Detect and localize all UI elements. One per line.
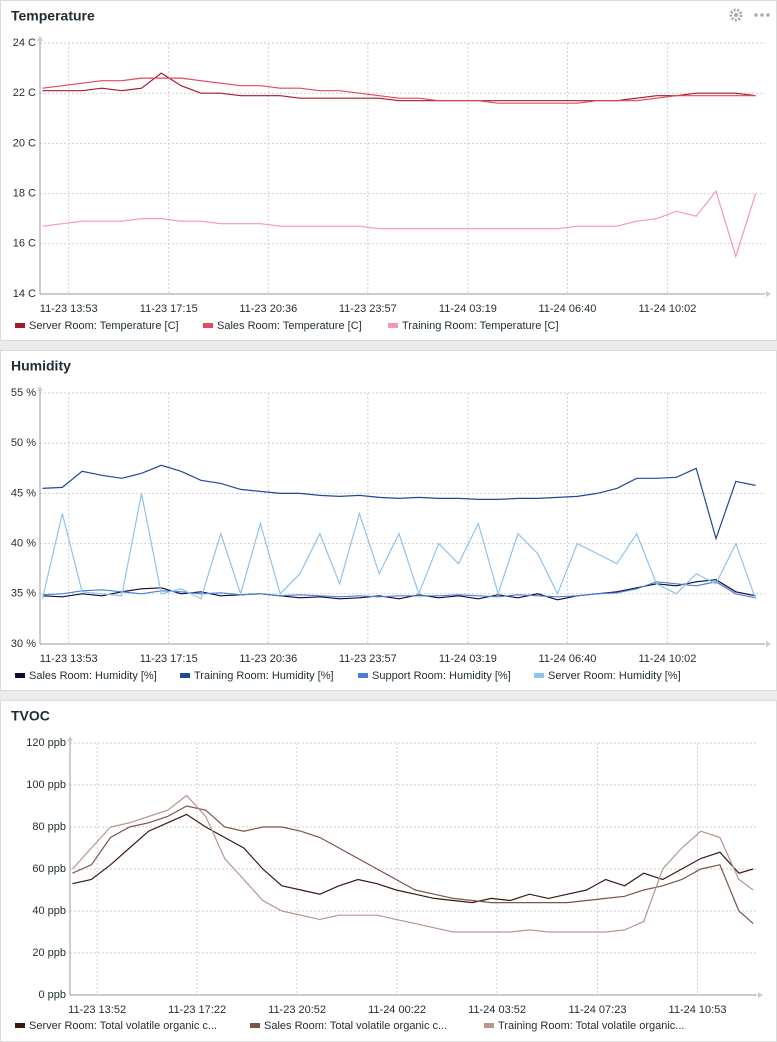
legend-label: Training Room: Humidity [%] (194, 670, 334, 682)
series-line (72, 813, 754, 904)
series-line (42, 579, 756, 601)
y-tick-label: 120 ppb (26, 737, 66, 749)
x-tick-label: 11-24 07:23 (569, 1004, 627, 1016)
y-tick-label: 60 ppb (32, 863, 66, 875)
y-tick-label: 16 C (13, 238, 36, 250)
legend-swatch (15, 323, 25, 328)
y-tick-label: 80 ppb (32, 821, 66, 833)
x-tick-label: 11-24 06:40 (538, 653, 596, 665)
y-tick-label: 45 % (11, 487, 36, 499)
y-tick-label: 35 % (11, 588, 36, 600)
x-tick-label: 11-24 03:52 (468, 1004, 526, 1016)
legend-label: Server Room: Temperature [C] (29, 320, 179, 332)
legend-label: Sales Room: Humidity [%] (29, 670, 157, 682)
settings-icon[interactable] (729, 8, 743, 22)
legend-label: Server Room: Humidity [%] (548, 670, 681, 682)
panel (0, 700, 777, 1042)
x-tick-label: 11-24 06:40 (538, 303, 596, 315)
chart-title: Temperature (11, 8, 95, 24)
legend-label: Server Room: Total volatile organic c... (29, 1020, 217, 1032)
legend-label: Sales Room: Temperature [C] (217, 320, 362, 332)
x-tick-label: 11-23 13:53 (40, 653, 98, 665)
legend-swatch (484, 1023, 494, 1028)
legend-label: Training Room: Temperature [C] (402, 320, 559, 332)
legend-swatch (388, 323, 398, 328)
y-tick-label: 20 ppb (32, 947, 66, 959)
y-tick-label: 0 ppb (38, 989, 66, 1001)
x-tick-label: 11-23 20:52 (268, 1004, 326, 1016)
series-line (42, 189, 757, 259)
legend-swatch (180, 673, 190, 678)
more-icon[interactable] (754, 13, 770, 17)
series-line (42, 464, 756, 541)
panel (0, 350, 777, 691)
x-tick-label: 11-24 03:19 (439, 303, 497, 315)
axis-arrow (766, 291, 771, 297)
y-tick-label: 24 C (13, 37, 36, 49)
x-tick-label: 11-23 23:57 (339, 303, 397, 315)
axis-arrow (37, 36, 43, 41)
panel (0, 0, 777, 341)
legend-swatch (203, 323, 213, 328)
x-tick-label: 11-23 13:53 (40, 303, 98, 315)
y-tick-label: 50 % (11, 437, 36, 449)
y-tick-label: 20 C (13, 137, 36, 149)
axis-arrow (67, 736, 73, 741)
y-tick-label: 40 % (11, 538, 36, 550)
legend-label: Sales Room: Total volatile organic c... (264, 1020, 447, 1032)
x-tick-label: 11-24 10:53 (669, 1004, 727, 1016)
x-tick-label: 11-23 20:36 (239, 653, 297, 665)
legend-swatch (15, 673, 25, 678)
x-tick-label: 11-24 00:22 (368, 1004, 426, 1016)
axis-arrow (758, 992, 763, 998)
y-tick-label: 14 C (13, 288, 36, 300)
axis-arrow (766, 641, 771, 647)
y-tick-label: 40 ppb (32, 905, 66, 917)
x-tick-label: 11-23 17:15 (140, 303, 198, 315)
y-tick-label: 100 ppb (26, 779, 66, 791)
x-tick-label: 11-23 23:57 (339, 653, 397, 665)
y-tick-label: 18 C (13, 188, 36, 200)
series-line (72, 805, 754, 925)
series-line (42, 72, 756, 102)
y-tick-label: 22 C (13, 87, 36, 99)
series-line (71, 794, 754, 933)
legend-swatch (250, 1023, 260, 1028)
legend-swatch (358, 673, 368, 678)
x-tick-label: 11-24 03:19 (439, 653, 497, 665)
legend-label: Support Room: Humidity [%] (372, 670, 511, 682)
y-tick-label: 55 % (11, 387, 36, 399)
x-tick-label: 11-23 17:15 (140, 653, 198, 665)
y-tick-label: 30 % (11, 638, 36, 650)
x-tick-label: 11-24 10:02 (638, 653, 696, 665)
x-tick-label: 11-23 13:52 (68, 1004, 126, 1016)
series-line (41, 493, 757, 600)
axis-arrow (37, 386, 43, 391)
chart-title: Humidity (11, 358, 71, 374)
x-tick-label: 11-24 10:02 (638, 303, 696, 315)
chart-title: TVOC (11, 708, 50, 724)
legend-swatch (534, 673, 544, 678)
x-tick-label: 11-23 17:22 (168, 1004, 226, 1016)
series-line (42, 77, 756, 104)
x-tick-label: 11-23 20:36 (239, 303, 297, 315)
legend-label: Training Room: Total volatile organic... (498, 1020, 684, 1032)
legend-swatch (15, 1023, 25, 1028)
